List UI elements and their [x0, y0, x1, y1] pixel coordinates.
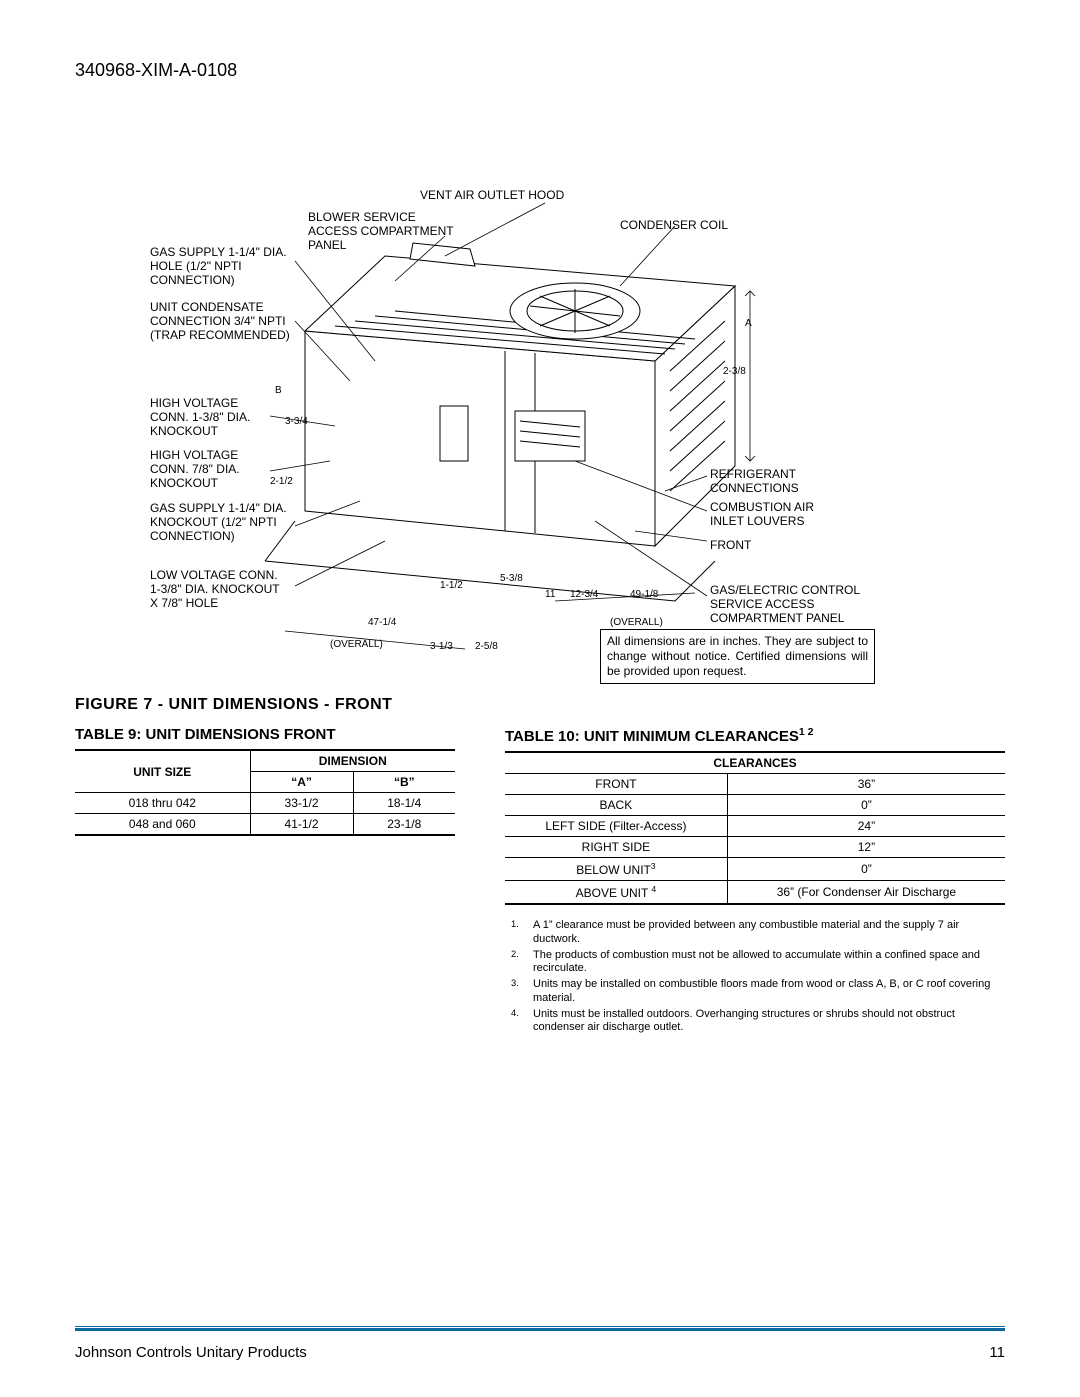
diagram-label: LOW VOLTAGE CONN. 1-3/8" DIA. KNOCKOUT X…: [150, 569, 280, 610]
figure-caption: FIGURE 7 - UNIT DIMENSIONS - FRONT: [75, 696, 1005, 714]
cell: 018 thru 042: [75, 793, 250, 814]
diagram-dimension: 5-3/8: [500, 573, 523, 584]
diagram-dimension: 1-1/2: [440, 580, 463, 591]
diagram-dimension: 2-3/8: [723, 366, 746, 377]
cell: RIGHT SIDE: [505, 837, 727, 858]
cell: 24”: [727, 816, 1005, 837]
table-row: BACK0”: [505, 795, 1005, 816]
diagram-label: CONDENSER COIL: [620, 219, 728, 233]
cell: ABOVE UNIT 4: [505, 881, 727, 905]
diagram-label: BLOWER SERVICE ACCESS COMPARTMENT PANEL: [308, 211, 454, 252]
footnote: 4.Units must be installed outdoors. Over…: [533, 1008, 1005, 1036]
table10: CLEARANCES FRONT36”BACK0”LEFT SIDE (Filt…: [505, 751, 1005, 905]
cell: 41-1/2: [250, 814, 353, 836]
table10-title-sup: 1 2: [799, 726, 814, 738]
cell: 0”: [727, 795, 1005, 816]
footnote: 3.Units may be installed on combustible …: [533, 978, 1005, 1006]
table9-title: TABLE 9: UNIT DIMENSIONS FRONT: [75, 726, 455, 743]
diagram-label: REFRIGERANT CONNECTIONS: [710, 468, 799, 496]
cell: BACK: [505, 795, 727, 816]
diagram-label: FRONT: [710, 539, 751, 553]
footer-rule: [75, 1326, 1005, 1331]
table-row: LEFT SIDE (Filter-Access)24”: [505, 816, 1005, 837]
diagram-label: HIGH VOLTAGE CONN. 1-3/8" DIA. KNOCKOUT: [150, 397, 250, 438]
diagram-label: UNIT CONDENSATE CONNECTION 3/4" NPTI (TR…: [150, 301, 290, 342]
page-number: 11: [989, 1344, 1005, 1361]
cell: 18-1/4: [353, 793, 455, 814]
cell: 12”: [727, 837, 1005, 858]
diagram-label: COMBUSTION AIR INLET LOUVERS: [710, 501, 814, 529]
table-row: RIGHT SIDE12”: [505, 837, 1005, 858]
table10-wrap: TABLE 10: UNIT MINIMUM CLEARANCES1 2 CLE…: [505, 726, 1005, 1037]
cell: FRONT: [505, 774, 727, 795]
table-row: 048 and 06041-1/223-1/8: [75, 814, 455, 836]
table9-col-b: “B”: [353, 772, 455, 793]
table9-unit-head: UNIT SIZE: [75, 750, 250, 793]
diagram-label: GAS SUPPLY 1-1/4" DIA. HOLE (1/2" NPTI C…: [150, 246, 287, 287]
diagram-dimension: 3-1/3: [430, 641, 453, 652]
cell: 23-1/8: [353, 814, 455, 836]
diagram-dimension: 12-3/4: [570, 589, 598, 600]
cell: 33-1/2: [250, 793, 353, 814]
diagram-dimension: (OVERALL): [610, 617, 663, 628]
table-row: FRONT36”: [505, 774, 1005, 795]
diagram-dimension: 49-1/8: [630, 589, 658, 600]
footnote: 1.A 1” clearance must be provided betwee…: [533, 919, 1005, 947]
table9: UNIT SIZE DIMENSION “A” “B” 018 thru 042…: [75, 749, 455, 836]
diagram-label: GAS SUPPLY 1-1/4" DIA. KNOCKOUT (1/2" NP…: [150, 502, 287, 543]
diagram-dimension: 2-5/8: [475, 641, 498, 652]
table10-title-base: TABLE 10: UNIT MINIMUM CLEARANCES: [505, 728, 799, 745]
diagram-dimension: A: [745, 318, 752, 329]
cell: BELOW UNIT3: [505, 858, 727, 881]
diagram-label: GAS/ELECTRIC CONTROL SERVICE ACCESS COMP…: [710, 584, 860, 625]
diagram-label: HIGH VOLTAGE CONN. 7/8" DIA. KNOCKOUT: [150, 449, 240, 490]
cell: 36” (For Condenser Air Discharge: [727, 881, 1005, 905]
table-row: BELOW UNIT30”: [505, 858, 1005, 881]
unit-diagram-figure: GAS SUPPLY 1-1/4" DIA. HOLE (1/2" NPTI C…: [75, 131, 1005, 686]
table9-dim-head: DIMENSION: [250, 750, 455, 772]
cell: LEFT SIDE (Filter-Access): [505, 816, 727, 837]
diagram-dimension: 11: [545, 589, 555, 600]
table-row: ABOVE UNIT 436” (For Condenser Air Disch…: [505, 881, 1005, 905]
footnote: 2.The products of combustion must not be…: [533, 949, 1005, 977]
cell: 048 and 060: [75, 814, 250, 836]
table-row: 018 thru 04233-1/218-1/4: [75, 793, 455, 814]
document-id: 340968-XIM-A-0108: [75, 60, 1005, 81]
diagram-note-box: All dimensions are in inches. They are s…: [600, 629, 875, 684]
footer-text: Johnson Controls Unitary Products: [75, 1344, 307, 1361]
diagram-dimension: 47-1/4: [368, 617, 396, 628]
cell: 36”: [727, 774, 1005, 795]
table10-footnotes: 1.A 1” clearance must be provided betwee…: [505, 919, 1005, 1035]
cell: 0”: [727, 858, 1005, 881]
table9-col-a: “A”: [250, 772, 353, 793]
diagram-dimension: 2-1/2: [270, 476, 293, 487]
table10-title: TABLE 10: UNIT MINIMUM CLEARANCES1 2: [505, 726, 1005, 745]
diagram-dimension: B: [275, 385, 282, 396]
diagram-dimension: (OVERALL): [330, 639, 383, 650]
table10-heading: CLEARANCES: [505, 752, 1005, 774]
table9-wrap: TABLE 9: UNIT DIMENSIONS FRONT UNIT SIZE…: [75, 726, 455, 836]
diagram-dimension: 3-3/4: [285, 416, 308, 427]
diagram-label: VENT AIR OUTLET HOOD: [420, 189, 564, 203]
